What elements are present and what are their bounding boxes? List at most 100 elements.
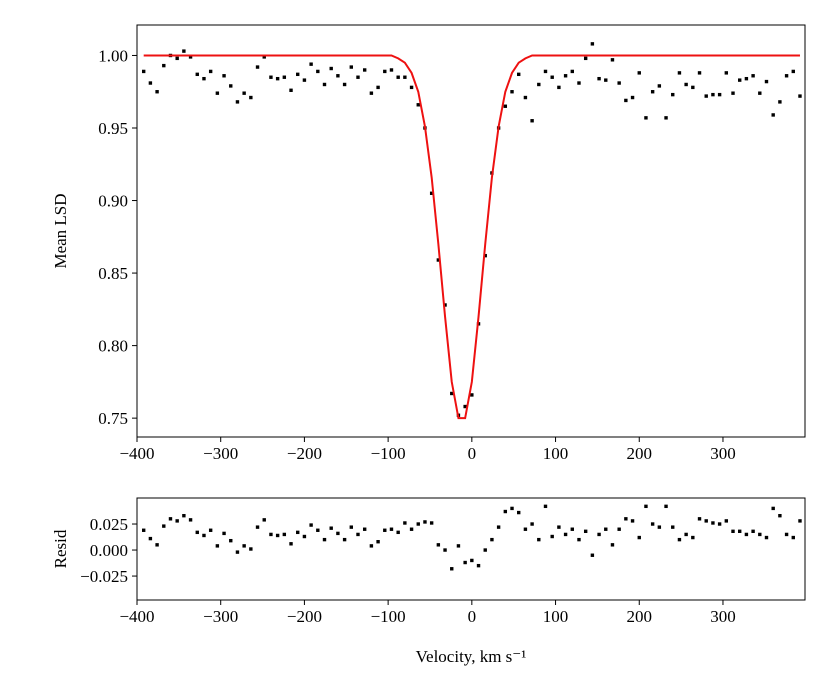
data-point — [289, 542, 293, 546]
data-point — [577, 537, 581, 542]
data-point — [255, 65, 260, 69]
data-point — [624, 98, 628, 103]
data-point — [155, 90, 159, 94]
data-point — [637, 71, 641, 75]
data-point — [590, 553, 595, 557]
data-point — [269, 75, 273, 79]
data-point — [510, 90, 514, 94]
data-point — [429, 521, 434, 525]
data-point — [229, 538, 233, 543]
data-point — [791, 69, 795, 74]
data-point — [738, 78, 742, 82]
data-point — [262, 55, 266, 59]
data-point — [195, 72, 199, 77]
data-point — [704, 94, 708, 98]
x-tick-label: 200 — [627, 444, 653, 463]
data-point — [443, 548, 447, 552]
x-tick-label: −200 — [287, 444, 322, 463]
data-point — [758, 91, 762, 95]
data-point — [671, 92, 675, 97]
x-tick-label: 100 — [543, 607, 569, 626]
data-point — [309, 62, 313, 66]
data-point — [731, 529, 735, 534]
data-point — [450, 391, 454, 396]
data-point — [570, 527, 574, 531]
data-point — [409, 527, 414, 531]
data-point — [543, 504, 548, 509]
data-point — [316, 528, 320, 532]
data-point — [503, 104, 508, 108]
data-point — [523, 95, 528, 100]
data-point — [396, 75, 400, 79]
data-point — [704, 519, 708, 523]
data-point — [583, 56, 588, 61]
data-point — [751, 529, 755, 534]
data-point — [771, 506, 775, 511]
x-tick-label: −300 — [203, 607, 238, 626]
data-point — [275, 76, 280, 81]
data-point — [724, 519, 729, 523]
data-point — [188, 55, 193, 59]
x-axis-label: Velocity, km s⁻¹ — [416, 647, 527, 666]
data-point — [563, 532, 568, 537]
data-point — [275, 533, 280, 538]
data-point — [657, 84, 662, 88]
data-point — [483, 253, 487, 258]
data-point — [162, 63, 166, 68]
y-tick-label: 0.90 — [98, 192, 128, 211]
data-point — [583, 529, 588, 534]
data-point — [664, 116, 668, 120]
data-point — [630, 519, 635, 523]
x-tick-label: 0 — [468, 607, 477, 626]
data-point — [282, 75, 287, 79]
data-point — [650, 90, 655, 94]
data-point — [229, 84, 233, 88]
data-point — [597, 532, 601, 537]
data-point — [296, 72, 300, 77]
data-point — [744, 532, 749, 537]
data-point — [604, 527, 608, 531]
data-point — [302, 78, 307, 82]
data-point — [563, 74, 568, 78]
data-point — [302, 534, 307, 539]
data-point — [711, 521, 715, 525]
data-point — [369, 91, 374, 95]
data-point — [456, 544, 461, 548]
data-point — [342, 537, 347, 542]
data-point — [764, 535, 769, 540]
data-point — [463, 560, 467, 565]
y-axis-label: Resid — [51, 529, 70, 568]
data-point — [242, 544, 246, 548]
data-point — [423, 520, 427, 524]
data-point — [697, 517, 702, 521]
data-point — [644, 504, 648, 509]
data-point — [262, 518, 266, 522]
data-point — [657, 525, 662, 529]
data-point — [362, 68, 367, 72]
data-point — [691, 535, 695, 540]
data-point — [389, 527, 394, 531]
data-point — [269, 532, 273, 537]
y-tick-label: 0.95 — [98, 119, 128, 138]
data-point — [490, 537, 494, 542]
data-point — [182, 49, 186, 53]
x-tick-label: 200 — [627, 607, 653, 626]
x-tick-label: 0 — [468, 444, 477, 463]
x-tick-label: −200 — [287, 607, 322, 626]
x-tick-label: −100 — [371, 607, 406, 626]
data-point — [771, 113, 775, 117]
data-point — [356, 75, 360, 79]
data-point — [322, 537, 327, 542]
data-point — [798, 94, 802, 98]
data-point — [195, 530, 199, 535]
data-point — [711, 92, 715, 97]
data-point — [791, 535, 795, 540]
data-point — [215, 91, 220, 95]
data-point — [463, 404, 467, 409]
data-point — [175, 56, 179, 61]
data-point — [322, 82, 327, 87]
data-point — [349, 525, 353, 529]
data-point — [557, 525, 561, 529]
data-point — [249, 95, 253, 100]
